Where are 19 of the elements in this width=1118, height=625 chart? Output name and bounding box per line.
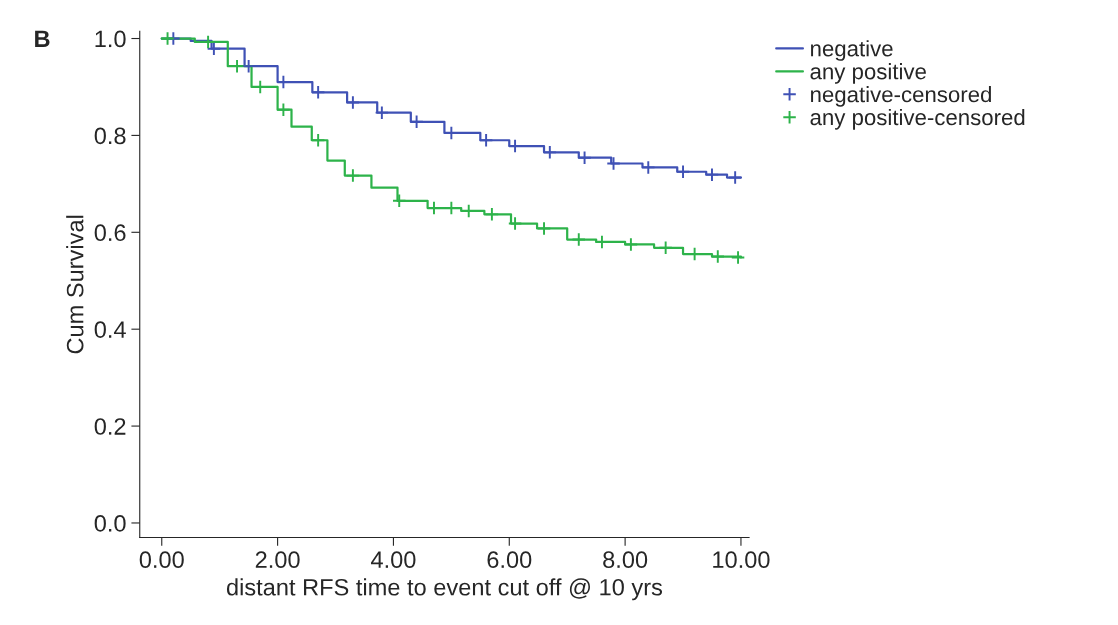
legend-label: negative	[811, 40, 893, 61]
y-tick-label: 0.4	[94, 321, 126, 338]
x-tick-label: 10.00	[713, 551, 770, 569]
y-tick-label: 0.6	[94, 224, 126, 242]
x-tick-label: 0.00	[139, 551, 184, 569]
y-tick-label: 1.0	[95, 30, 126, 48]
text: B	[35, 30, 50, 47]
x-tick-label: 8.00	[603, 551, 648, 569]
y-tick-label: 0.8	[94, 127, 126, 145]
x-axis-title: distant RFS time to event cut off @ 10 yrs	[226, 578, 663, 601]
x-tick-label: 2.00	[255, 551, 300, 569]
x-tick-label: 4.00	[371, 551, 416, 569]
legend-label: any positive-censored	[810, 108, 1025, 130]
legend-label: negative-censored	[811, 86, 991, 107]
x-tick-label: 6.00	[487, 551, 532, 569]
y-tick-label: 0.0	[94, 515, 126, 532]
y-tick-label: 0.2	[94, 418, 126, 435]
y-axis-title: Cum Survival	[66, 215, 84, 354]
legend-label: any positive	[810, 63, 926, 84]
